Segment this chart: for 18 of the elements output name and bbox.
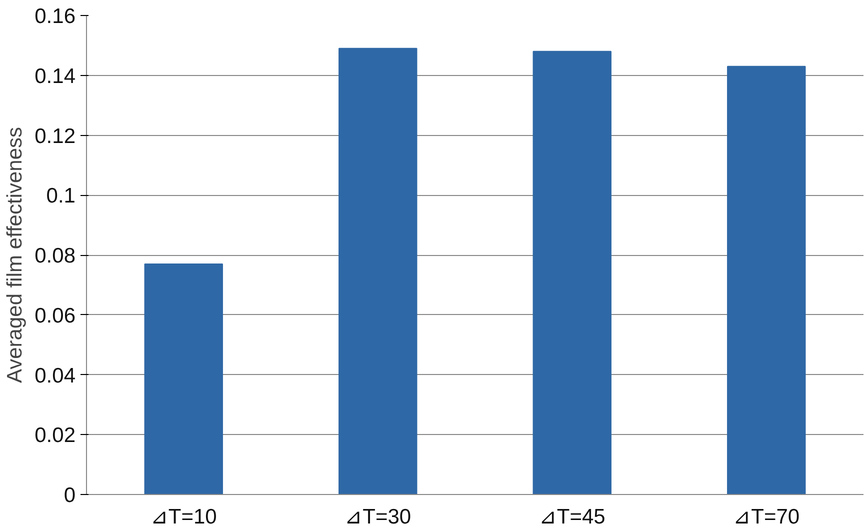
y-tick-label: 0.16 (34, 5, 76, 28)
y-tick-label: 0.12 (34, 124, 76, 148)
x-tick-label: ⊿T=10 (150, 506, 217, 528)
bar (532, 50, 612, 494)
bar (727, 66, 806, 494)
bar (338, 48, 418, 494)
y-axis-title: Averaged film effectiveness (4, 126, 27, 384)
y-tick-label: 0.14 (34, 64, 76, 88)
x-tick-label: ⊿T=45 (538, 506, 606, 528)
y-tick-label: 0.06 (34, 304, 76, 328)
y-tick-label: 0.04 (34, 364, 76, 388)
x-tick-label: ⊿T=30 (344, 506, 412, 528)
x-tick-label: ⊿T=70 (733, 506, 800, 528)
y-tick-label: 0.1 (46, 184, 76, 208)
y-tick-label: 0.08 (34, 244, 76, 268)
y-tick-label: 0 (64, 484, 76, 507)
y-tick-label: 0.02 (34, 424, 76, 448)
bar (144, 263, 223, 494)
